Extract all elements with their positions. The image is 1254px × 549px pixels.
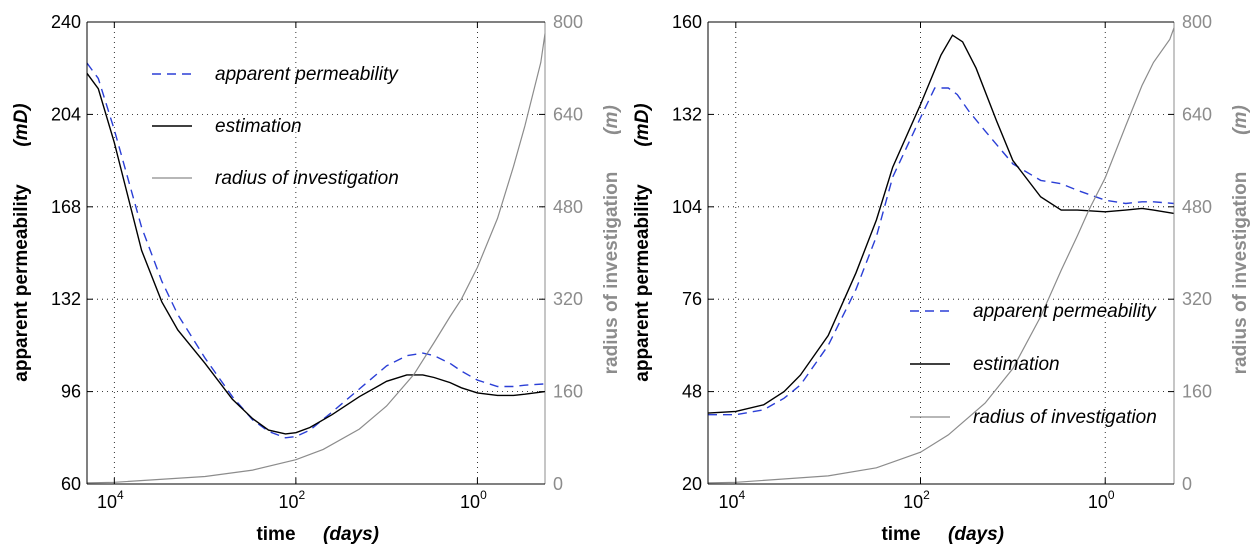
series-line-radius (86, 33, 546, 484)
y-tick-label: 160 (672, 12, 702, 32)
x-axis-unit: (days) (323, 524, 379, 545)
y2-tick-label: 320 (553, 289, 583, 309)
y-axis-label: apparent permeability (11, 184, 32, 382)
y-tick-label: 96 (61, 382, 81, 402)
x-tick-label: 104 (97, 488, 124, 512)
y-tick-label: 204 (51, 104, 81, 124)
y-axis-label: apparent permeability (632, 184, 653, 382)
y2-tick-label: 640 (553, 104, 583, 124)
y-axis-unit: (mD) (632, 103, 653, 146)
x-tick-exponent: 2 (923, 488, 930, 502)
y2-tick-label: 320 (1182, 289, 1212, 309)
y-tick-label: 48 (682, 382, 702, 402)
grid (708, 22, 1174, 484)
legend: apparent permeability estimation radius of… (910, 301, 1157, 428)
x-tick-exponent: 4 (738, 488, 745, 502)
series-line-estimation (86, 72, 546, 435)
legend-label-estimation: estimation (973, 354, 1060, 375)
y2-tick-label: 160 (553, 382, 583, 402)
x-tick-exponent: 0 (1108, 488, 1115, 502)
x-axis-label: time (881, 524, 920, 545)
x-tick-base: 10 (279, 492, 299, 512)
series-line-estimation (707, 34, 1175, 414)
y-tick-label: 104 (672, 197, 702, 217)
y-axis-title: apparent permeability (mD) (11, 103, 32, 381)
y-tick-label: 132 (51, 289, 81, 309)
y2-tick-label: 0 (553, 474, 563, 494)
series-line-apparent (708, 87, 1175, 416)
x-tick-exponent: 2 (299, 488, 306, 502)
legend: apparent permeability estimation radius of… (152, 64, 399, 189)
legend-label-apparent: apparent permeability (973, 301, 1157, 322)
x-tick-exponent: 4 (117, 488, 124, 502)
x-tick-label: 102 (903, 488, 930, 512)
series-line-radius (707, 27, 1175, 484)
legend-label-radius: radius of investigation (973, 407, 1157, 428)
y2-tick-label: 800 (1182, 12, 1212, 32)
x-tick-base: 10 (903, 492, 923, 512)
y2-tick-label: 0 (1182, 474, 1192, 494)
legend-label-radius: radius of investigation (215, 168, 399, 189)
y2-tick-label: 480 (553, 197, 583, 217)
y2-tick-label: 800 (553, 12, 583, 32)
y2-axis-unit: (m) (1230, 105, 1251, 135)
y2-axis-label: radius of investigation (1230, 172, 1251, 375)
x-tick-base: 10 (97, 492, 117, 512)
y-tick-label: 132 (672, 104, 702, 124)
legend-label-apparent: apparent permeability (215, 64, 399, 85)
y2-axis-unit: (m) (601, 105, 622, 135)
y2-axis-label: radius of investigation (601, 172, 622, 375)
y-tick-label: 240 (51, 12, 81, 32)
series-line-apparent (86, 62, 546, 439)
x-tick-label: 100 (460, 488, 487, 512)
x-tick-label: 102 (279, 488, 306, 512)
x-tick-exponent: 0 (480, 488, 487, 502)
y2-tick-label: 480 (1182, 197, 1212, 217)
x-tick-base: 10 (718, 492, 738, 512)
grid (87, 22, 545, 484)
y2-axis-title: radius of investigation (m) (1230, 105, 1251, 374)
x-axis-unit: (days) (948, 524, 1004, 545)
x-axis-label: time (256, 524, 295, 545)
y-axis-title: apparent permeability (mD) (632, 103, 653, 381)
x-tick-base: 10 (460, 492, 480, 512)
x-tick-base: 10 (1088, 492, 1108, 512)
y2-tick-label: 160 (1182, 382, 1212, 402)
y-tick-label: 76 (682, 289, 702, 309)
y2-axis-title: radius of investigation (m) (601, 105, 622, 374)
x-tick-label: 100 (1088, 488, 1115, 512)
y2-tick-label: 640 (1182, 104, 1212, 124)
y-tick-label: 20 (682, 474, 702, 494)
x-tick-label: 104 (718, 488, 745, 512)
y-axis-unit: (mD) (11, 103, 32, 146)
y-tick-label: 168 (51, 197, 81, 217)
y-tick-label: 60 (61, 474, 81, 494)
legend-label-estimation: estimation (215, 116, 302, 137)
